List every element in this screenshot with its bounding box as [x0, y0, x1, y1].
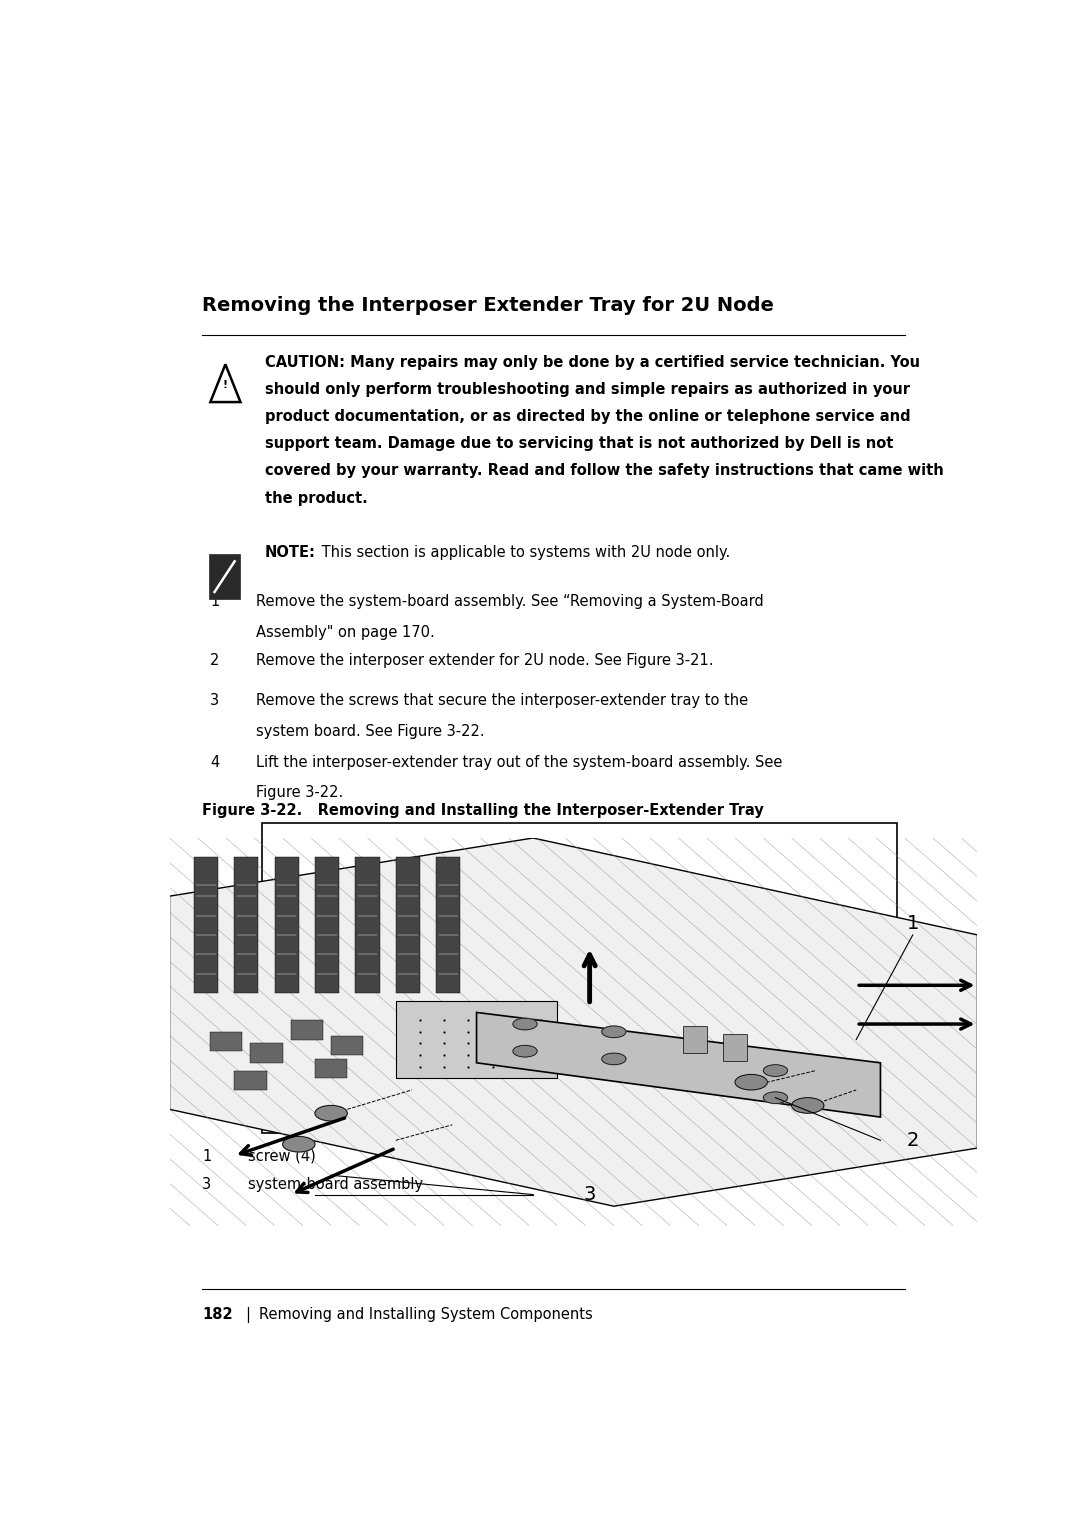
Text: 1: 1: [202, 1149, 212, 1164]
Circle shape: [764, 1092, 787, 1103]
Text: CAUTION: Many repairs may only be done by a certified service technician. You: CAUTION: Many repairs may only be done b…: [265, 355, 920, 369]
Text: Figure 3-22.   Removing and Installing the Interposer-Extender Tray: Figure 3-22. Removing and Installing the…: [202, 803, 764, 818]
Bar: [395, 858, 420, 993]
Bar: [395, 1000, 557, 1079]
Text: Figure 3-22.: Figure 3-22.: [256, 786, 343, 800]
Bar: [315, 1059, 348, 1079]
Text: Removing and Installing System Components: Removing and Installing System Component…: [259, 1307, 593, 1322]
Text: 3: 3: [583, 1186, 596, 1204]
Text: Assembly" on page 170.: Assembly" on page 170.: [256, 625, 435, 640]
Text: screw (4): screw (4): [248, 1149, 315, 1164]
Bar: [210, 1033, 242, 1051]
Bar: [723, 1034, 747, 1060]
Circle shape: [513, 1019, 537, 1030]
Bar: [234, 1071, 267, 1089]
Text: interposer-extender tray: interposer-extender tray: [599, 1149, 780, 1164]
Text: 1: 1: [906, 913, 919, 933]
Text: 2: 2: [554, 1149, 563, 1164]
Text: covered by your warranty. Read and follow the safety instructions that came with: covered by your warranty. Read and follo…: [265, 463, 944, 478]
Text: Remove the system-board assembly. See “Removing a System-Board: Remove the system-board assembly. See “R…: [256, 594, 765, 610]
Text: 3: 3: [211, 694, 219, 708]
Circle shape: [792, 1098, 824, 1114]
Polygon shape: [476, 1013, 880, 1117]
Bar: [355, 858, 379, 993]
Text: Lift the interposer-extender tray out of the system-board assembly. See: Lift the interposer-extender tray out of…: [256, 755, 783, 769]
Text: 3: 3: [202, 1177, 211, 1192]
Text: This section is applicable to systems with 2U node only.: This section is applicable to systems wi…: [318, 545, 731, 559]
Text: !: !: [222, 380, 228, 391]
Circle shape: [283, 1137, 315, 1152]
Bar: [262, 823, 896, 1134]
Text: Removing the Interposer Extender Tray for 2U Node: Removing the Interposer Extender Tray fo…: [202, 296, 774, 316]
Text: should only perform troubleshooting and simple repairs as authorized in your: should only perform troubleshooting and …: [265, 381, 909, 397]
Circle shape: [735, 1074, 768, 1089]
Text: Remove the interposer extender for 2U node. See Figure 3-21.: Remove the interposer extender for 2U no…: [256, 653, 714, 668]
Text: product documentation, or as directed by the online or telephone service and: product documentation, or as directed by…: [265, 409, 910, 424]
Text: Remove the screws that secure the interposer-extender tray to the: Remove the screws that secure the interp…: [256, 694, 748, 708]
Bar: [234, 858, 258, 993]
Circle shape: [602, 1026, 626, 1037]
Bar: [193, 858, 218, 993]
Text: system-board assembly: system-board assembly: [248, 1177, 423, 1192]
Bar: [274, 858, 299, 993]
Polygon shape: [170, 838, 977, 1206]
Bar: [251, 1043, 283, 1063]
Text: 182: 182: [202, 1307, 232, 1322]
Text: support team. Damage due to servicing that is not authorized by Dell is not: support team. Damage due to servicing th…: [265, 437, 893, 452]
Bar: [683, 1026, 706, 1052]
Bar: [332, 1036, 364, 1056]
Circle shape: [602, 1052, 626, 1065]
Bar: [436, 858, 460, 993]
Bar: [291, 1020, 323, 1040]
Bar: [208, 555, 241, 599]
Text: the product.: the product.: [265, 490, 367, 506]
Circle shape: [315, 1106, 348, 1121]
Text: 4: 4: [211, 755, 219, 769]
Text: |: |: [245, 1307, 251, 1322]
Bar: [315, 858, 339, 993]
Text: 1: 1: [211, 594, 219, 610]
Text: 2: 2: [211, 653, 219, 668]
Text: system board. See Figure 3-22.: system board. See Figure 3-22.: [256, 725, 485, 738]
Circle shape: [513, 1045, 537, 1057]
Text: 2: 2: [906, 1131, 919, 1151]
Circle shape: [764, 1065, 787, 1077]
Text: NOTE:: NOTE:: [265, 545, 315, 559]
